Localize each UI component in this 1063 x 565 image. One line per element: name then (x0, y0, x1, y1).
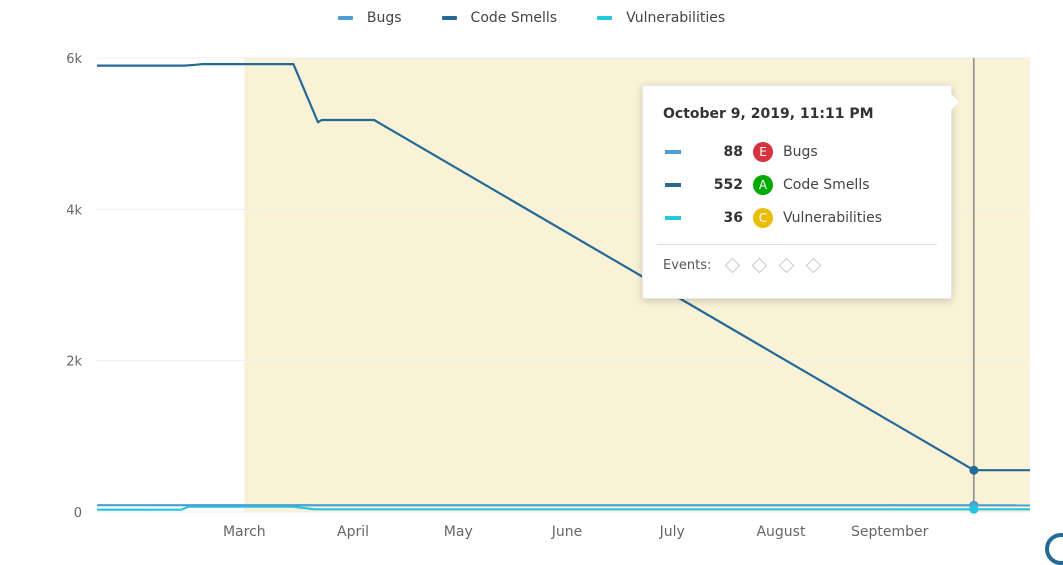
tooltip-row-vulnerabilities: 36 C Vulnerabilities (665, 207, 882, 229)
event-marker-icon[interactable] (752, 258, 768, 274)
y-tick-label: 4k (66, 203, 82, 218)
rating-badge-code-smells: A (753, 175, 773, 195)
tooltip-label-bugs: Bugs (783, 144, 818, 160)
x-tick-label: September (851, 524, 929, 540)
tooltip-value-code-smells: 552 (681, 177, 743, 193)
y-tick-label: 6k (66, 52, 82, 67)
tooltip-swatch-vulnerabilities (665, 216, 681, 220)
tooltip-events-label: Events: (663, 258, 711, 273)
x-tick-label: July (659, 524, 685, 540)
legend-swatch-code-smells (442, 16, 457, 20)
y-tick-label: 0 (74, 506, 82, 521)
event-marker-icon[interactable] (806, 258, 822, 274)
hover-point-code-smells (969, 466, 978, 475)
y-tick-label: 2k (66, 355, 82, 370)
event-marker-icon[interactable] (779, 258, 795, 274)
chart-legend: Bugs Code Smells Vulnerabilities (0, 6, 1063, 30)
legend-item-vulnerabilities[interactable]: Vulnerabilities (597, 10, 725, 26)
tooltip-divider (657, 244, 937, 245)
tooltip-swatch-code-smells (665, 183, 681, 187)
tooltip-label-code-smells: Code Smells (783, 177, 870, 193)
legend-label-bugs: Bugs (367, 10, 402, 26)
tooltip-row-code-smells: 552 A Code Smells (665, 174, 870, 196)
corner-widget-icon[interactable] (1045, 533, 1063, 565)
x-tick-label: August (756, 524, 806, 540)
tooltip-value-bugs: 88 (681, 144, 743, 160)
legend-label-code-smells: Code Smells (471, 10, 558, 26)
legend-swatch-bugs (338, 16, 353, 20)
legend-item-code-smells[interactable]: Code Smells (442, 10, 558, 26)
rating-badge-bugs: E (753, 142, 773, 162)
chart-tooltip: October 9, 2019, 11:11 PM 88 E Bugs 552 … (642, 85, 952, 299)
legend-label-vulnerabilities: Vulnerabilities (626, 10, 725, 26)
x-tick-label: June (551, 524, 583, 540)
tooltip-date: October 9, 2019, 11:11 PM (663, 106, 874, 122)
tooltip-label-vulnerabilities: Vulnerabilities (783, 210, 882, 226)
x-tick-label: May (444, 524, 473, 540)
x-tick-label: April (337, 524, 369, 540)
legend-swatch-vulnerabilities (597, 16, 612, 20)
legend-item-bugs[interactable]: Bugs (338, 10, 402, 26)
x-tick-label: March (223, 524, 266, 540)
tooltip-value-vulnerabilities: 36 (681, 210, 743, 226)
hover-point-vulnerabilities (969, 505, 978, 514)
event-marker-icon[interactable] (725, 258, 741, 274)
rating-badge-vulnerabilities: C (753, 208, 773, 228)
tooltip-swatch-bugs (665, 150, 681, 154)
tooltip-events: Events: (663, 258, 827, 273)
tooltip-row-bugs: 88 E Bugs (665, 141, 818, 163)
